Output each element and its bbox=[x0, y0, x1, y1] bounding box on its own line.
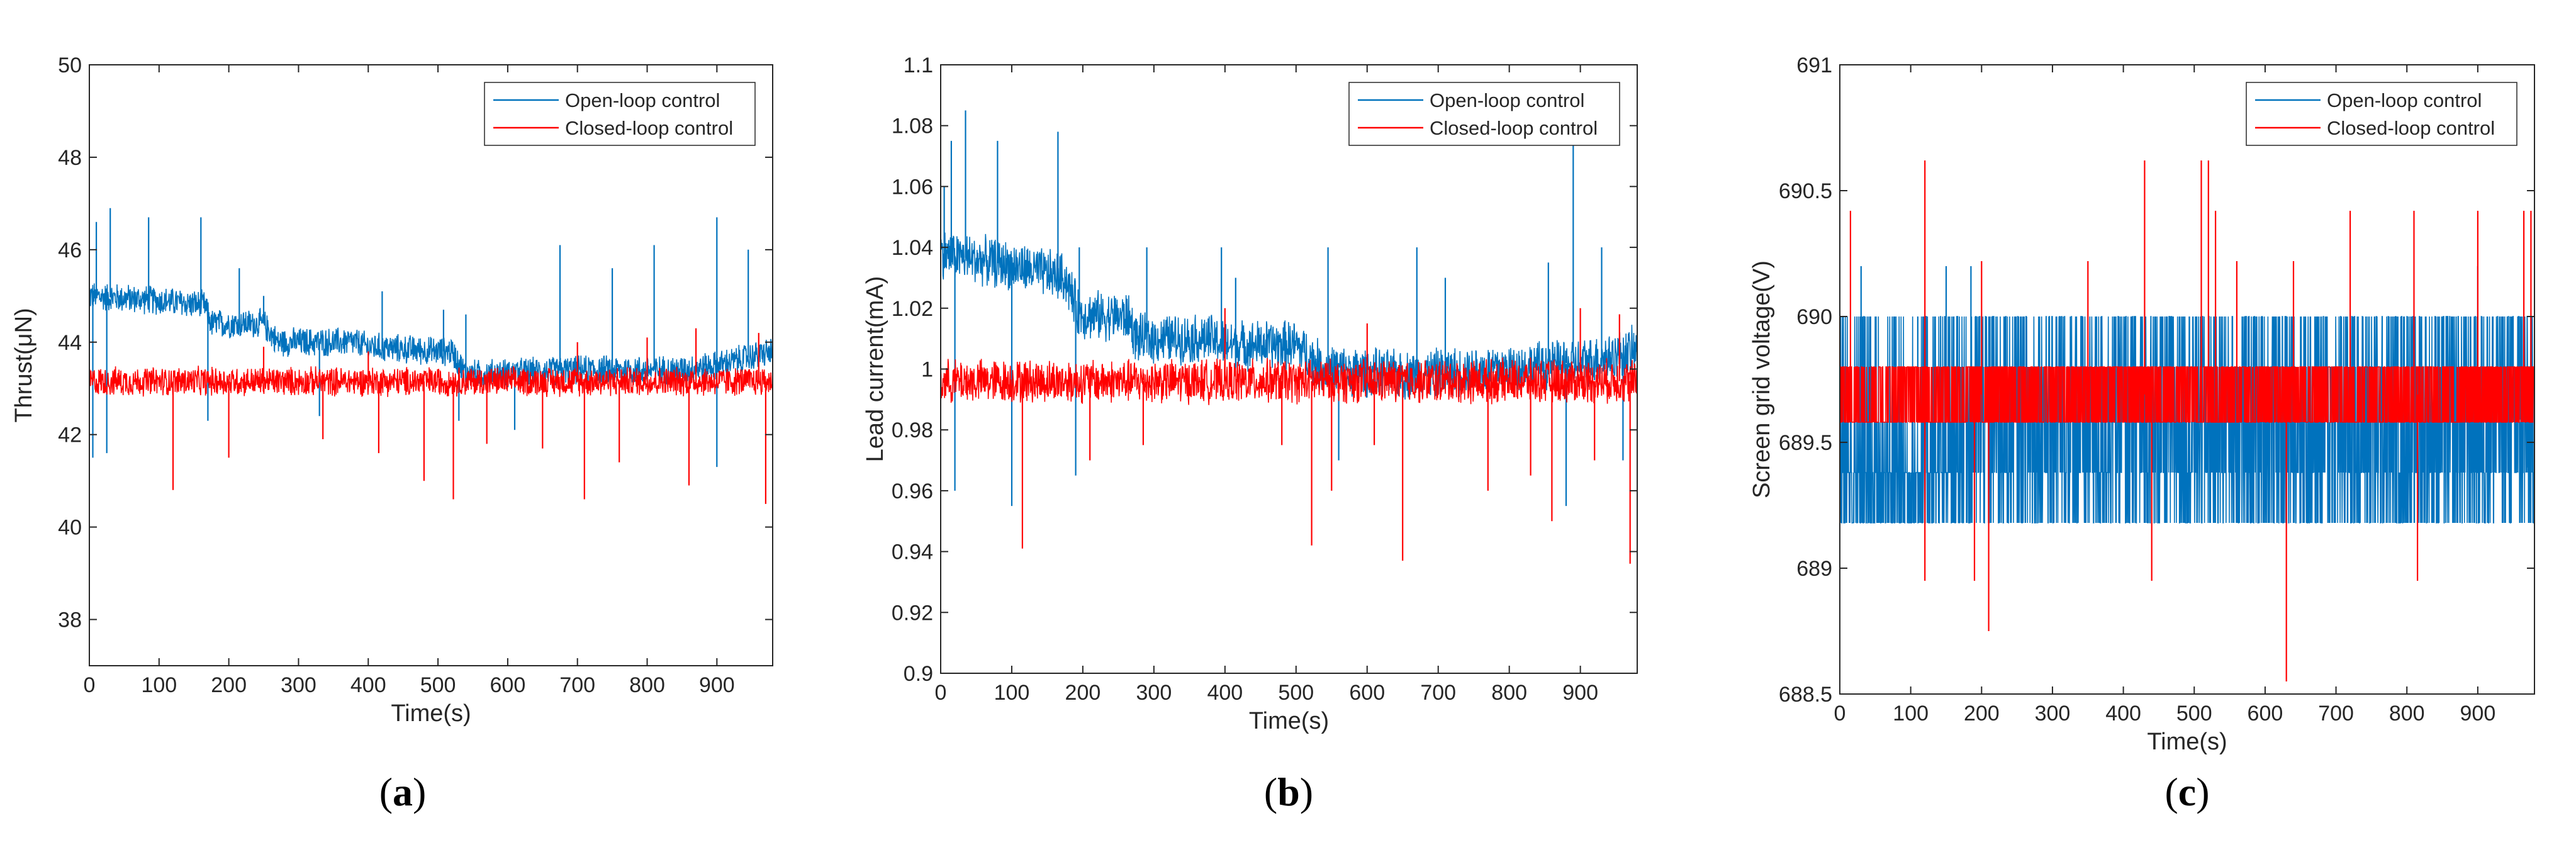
y-tick-label: 40 bbox=[58, 516, 82, 540]
x-tick-label: 100 bbox=[141, 673, 177, 697]
y-tick-label: 46 bbox=[58, 238, 82, 262]
x-tick-label: 700 bbox=[1420, 681, 1456, 705]
series-closed-loop-control bbox=[941, 308, 1637, 564]
x-tick-label: 800 bbox=[629, 673, 665, 697]
legend: Open-loop control Closed-loop control bbox=[484, 82, 756, 146]
y-tick-label: 44 bbox=[58, 331, 82, 355]
x-tick-label: 900 bbox=[1562, 681, 1598, 705]
panel-label-b: (b) bbox=[1264, 770, 1313, 814]
legend-label: Open-loop control bbox=[2327, 89, 2482, 111]
y-tick-label: 48 bbox=[58, 146, 82, 170]
series-open-loop-control bbox=[941, 110, 1637, 507]
series-closed-loop-control bbox=[89, 328, 773, 504]
series-line bbox=[89, 283, 773, 388]
y-tick-label: 1.08 bbox=[892, 115, 933, 138]
legend-box bbox=[484, 82, 756, 146]
y-axis-label: Lead current(mA) bbox=[862, 276, 888, 462]
x-tick-label: 400 bbox=[2105, 702, 2141, 725]
chart-panel-b: 0 100 200 300 400 500 600 700 800 900 0.9 0.92 0.94 0… bbox=[862, 53, 1638, 814]
y-tick-label: 0.94 bbox=[892, 541, 933, 564]
x-tick-label: 700 bbox=[559, 673, 595, 697]
y-tick-label: 689 bbox=[1796, 557, 1832, 581]
legend-label: Open-loop control bbox=[1430, 89, 1584, 111]
y-tick-label: 690.5 bbox=[1779, 179, 1832, 203]
x-tick-label: 600 bbox=[1349, 681, 1385, 705]
x-tick-label: 900 bbox=[2460, 702, 2496, 725]
y-tick-label: 50 bbox=[58, 53, 82, 77]
chart-panel-a: 0 100 200 300 400 500 600 700 800 900 38 40 42 44 46 48… bbox=[11, 53, 773, 814]
y-tick-label: 0.96 bbox=[892, 479, 933, 503]
panel-label-a: (a) bbox=[379, 770, 427, 814]
y-tick-label: 1.04 bbox=[892, 236, 933, 260]
x-tick-label: 600 bbox=[2248, 702, 2283, 725]
y-tick-label: 1.1 bbox=[904, 53, 933, 77]
x-axis-label: Time(s) bbox=[1249, 708, 1329, 734]
x-tick-label: 300 bbox=[2035, 702, 2071, 725]
y-tick-label: 0.92 bbox=[892, 601, 933, 625]
axes-box bbox=[89, 64, 773, 666]
x-tick-label: 600 bbox=[490, 673, 526, 697]
y-tick-label: 0.9 bbox=[904, 662, 933, 686]
series-line bbox=[1840, 366, 2534, 423]
plot-content bbox=[941, 110, 1637, 564]
series-closed-loop-control bbox=[1840, 160, 2534, 681]
x-tick-label: 400 bbox=[1207, 681, 1243, 705]
legend: Open-loop control Closed-loop control bbox=[2246, 82, 2517, 146]
series-line bbox=[941, 357, 1637, 405]
y-tick-label: 1.02 bbox=[892, 297, 933, 321]
y-tick-label: 1 bbox=[921, 358, 933, 382]
y-tick-label: 691 bbox=[1796, 53, 1832, 77]
x-tick-label: 200 bbox=[211, 673, 247, 697]
plot-content bbox=[89, 208, 773, 504]
x-tick-label: 900 bbox=[699, 673, 735, 697]
x-tick-label: 300 bbox=[281, 673, 316, 697]
legend-box bbox=[1348, 82, 1620, 146]
series-line bbox=[89, 366, 773, 397]
legend-label: Closed-loop control bbox=[1430, 117, 1598, 139]
x-tick-label: 200 bbox=[1065, 681, 1101, 705]
x-tick-label: 0 bbox=[935, 681, 947, 705]
x-axis-label: Time(s) bbox=[391, 700, 471, 727]
x-tick-label: 300 bbox=[1136, 681, 1172, 705]
y-axis-label: Screen grid voltage(V) bbox=[1749, 260, 1775, 498]
x-tick-label: 500 bbox=[2176, 702, 2212, 725]
y-tick-label: 690 bbox=[1796, 305, 1832, 329]
x-tick-label: 0 bbox=[1834, 702, 1846, 725]
x-tick-label: 500 bbox=[420, 673, 456, 697]
x-tick-label: 100 bbox=[1893, 702, 1929, 725]
y-tick-label: 38 bbox=[58, 608, 82, 632]
y-tick-label: 689.5 bbox=[1779, 431, 1832, 455]
plot-area bbox=[89, 65, 773, 666]
x-tick-label: 700 bbox=[2318, 702, 2354, 725]
legend-label: Closed-loop control bbox=[565, 117, 733, 139]
axes-box bbox=[1839, 64, 2535, 695]
y-tick-label: 42 bbox=[58, 423, 82, 447]
legend-label: Open-loop control bbox=[565, 89, 720, 111]
y-tick-label: 1.06 bbox=[892, 175, 933, 199]
y-tick-label: 0.98 bbox=[892, 418, 933, 442]
x-axis-label: Time(s) bbox=[2147, 729, 2227, 755]
legend-label: Closed-loop control bbox=[2327, 117, 2495, 139]
y-tick-label: 688.5 bbox=[1779, 683, 1832, 707]
x-tick-label: 400 bbox=[350, 673, 386, 697]
x-tick-label: 0 bbox=[84, 673, 96, 697]
chart-panel-c: 0 100 200 300 400 500 600 700 800 900 688.5 689 689.… bbox=[1749, 53, 2535, 814]
x-tick-label: 100 bbox=[994, 681, 1030, 705]
y-axis-label: Thrust(μN) bbox=[11, 308, 37, 422]
legend-box bbox=[2246, 82, 2517, 146]
legend: Open-loop control Closed-loop control bbox=[1348, 82, 1620, 146]
x-tick-label: 500 bbox=[1278, 681, 1314, 705]
panel-label-c: (c) bbox=[2164, 770, 2209, 814]
plot-content bbox=[1840, 160, 2534, 681]
x-tick-label: 200 bbox=[1964, 702, 2000, 725]
x-tick-label: 800 bbox=[1491, 681, 1527, 705]
x-tick-label: 800 bbox=[2389, 702, 2425, 725]
